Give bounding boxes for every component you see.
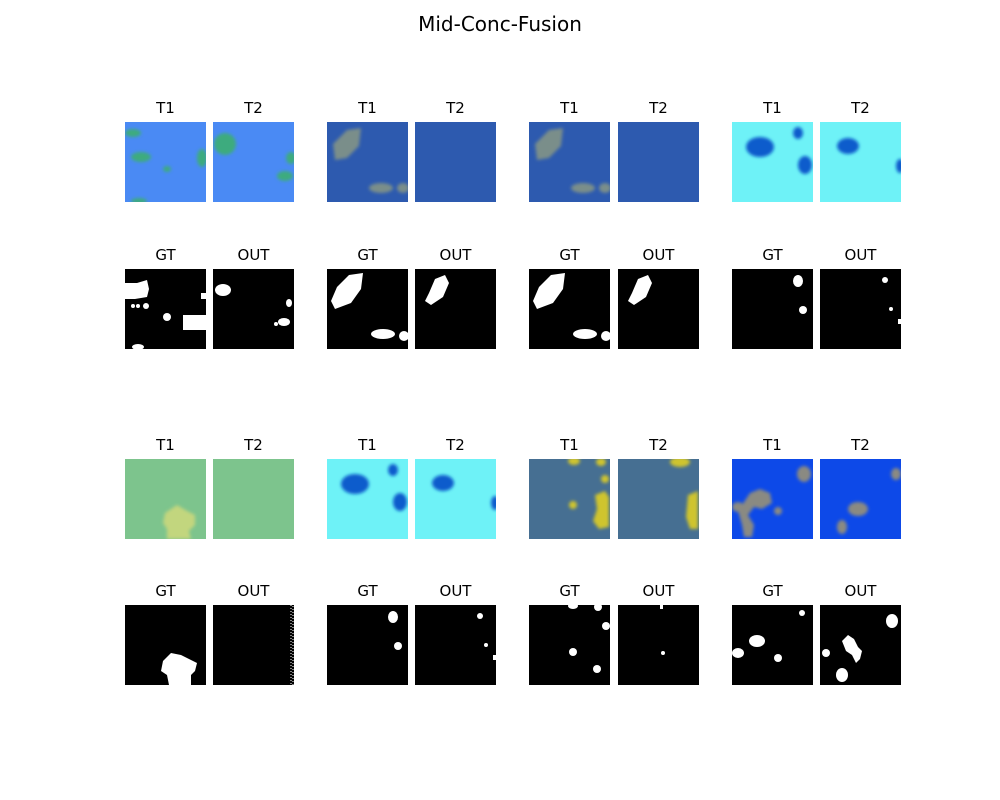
figure-title: Mid-Conc-Fusion — [418, 12, 582, 36]
panel-label: T1 — [560, 99, 579, 117]
sample-5-out-image — [213, 605, 294, 685]
panel-label: GT — [762, 246, 783, 264]
sample-6-t1-image — [327, 459, 408, 539]
sample-6-t2-image — [415, 459, 496, 539]
panel-label: T2 — [649, 436, 668, 454]
panel-label: T1 — [156, 436, 175, 454]
sample-2-gt-image — [327, 269, 408, 349]
panel-label: T1 — [763, 99, 782, 117]
panel-label: OUT — [844, 246, 877, 264]
panel-label: OUT — [237, 582, 270, 600]
sample-7-t1-image — [529, 459, 610, 539]
sample-2-t2-image — [415, 122, 496, 202]
panel-label: T1 — [560, 436, 579, 454]
panel-label: T2 — [649, 99, 668, 117]
panel-label: OUT — [439, 582, 472, 600]
sample-3-out-image — [618, 269, 699, 349]
sample-5-t2-image — [213, 459, 294, 539]
panel-label: OUT — [237, 246, 270, 264]
sample-1-gt-image — [125, 269, 206, 349]
panel-label: T2 — [244, 99, 263, 117]
panel-label: GT — [155, 582, 176, 600]
sample-1-t2-image — [213, 122, 294, 202]
sample-6-out-image — [415, 605, 496, 685]
sample-4-out-image — [820, 269, 901, 349]
panel-label: T2 — [851, 436, 870, 454]
panel-label: GT — [155, 246, 176, 264]
sample-4-gt-image — [732, 269, 813, 349]
panel-label: GT — [762, 582, 783, 600]
sample-8-t1-image — [732, 459, 813, 539]
panel-label: T1 — [358, 99, 377, 117]
sample-7-out-image — [618, 605, 699, 685]
panel-label: T2 — [244, 436, 263, 454]
panel-label: OUT — [642, 246, 675, 264]
panel-label: T2 — [446, 436, 465, 454]
sample-3-gt-image — [529, 269, 610, 349]
panel-label: T2 — [446, 99, 465, 117]
panel-label: OUT — [844, 582, 877, 600]
panel-label: T1 — [763, 436, 782, 454]
sample-1-out-image — [213, 269, 294, 349]
panel-label: OUT — [439, 246, 472, 264]
sample-4-t1-image — [732, 122, 813, 202]
panel-label: OUT — [642, 582, 675, 600]
sample-2-out-image — [415, 269, 496, 349]
sample-4-t2-image — [820, 122, 901, 202]
sample-8-gt-image — [732, 605, 813, 685]
sample-1-t1-image — [125, 122, 206, 202]
panel-label: T1 — [156, 99, 175, 117]
sample-8-t2-image — [820, 459, 901, 539]
panel-label: GT — [357, 582, 378, 600]
sample-3-t1-image — [529, 122, 610, 202]
panel-label: T2 — [851, 99, 870, 117]
sample-7-gt-image — [529, 605, 610, 685]
panel-label: T1 — [358, 436, 377, 454]
sample-5-gt-image — [125, 605, 206, 685]
sample-6-gt-image — [327, 605, 408, 685]
panel-label: GT — [559, 582, 580, 600]
sample-3-t2-image — [618, 122, 699, 202]
sample-2-t1-image — [327, 122, 408, 202]
sample-5-t1-image — [125, 459, 206, 539]
sample-7-t2-image — [618, 459, 699, 539]
sample-8-out-image — [820, 605, 901, 685]
panel-label: GT — [357, 246, 378, 264]
panel-label: GT — [559, 246, 580, 264]
